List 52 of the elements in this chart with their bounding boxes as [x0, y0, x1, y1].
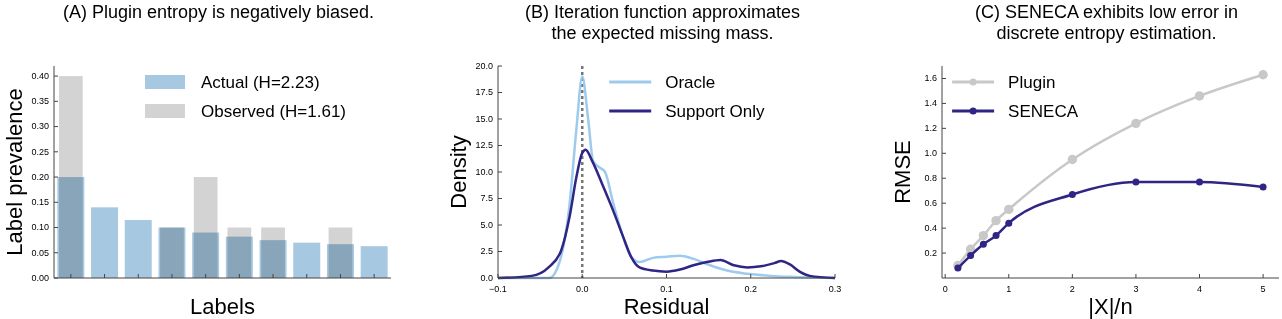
- x-tick-label: 0.2: [744, 284, 758, 294]
- x-tick-label: 1: [1006, 284, 1012, 294]
- y-tick-label: 0.4: [924, 223, 937, 233]
- y-tick-label: 2.5: [480, 246, 493, 257]
- y-tick-label: 0.20: [31, 171, 49, 182]
- y-tick-label: 0.35: [31, 96, 49, 107]
- y-tick-label: 0.00: [31, 272, 49, 283]
- y-tick-label: 1.2: [924, 123, 937, 134]
- y-axis-title: Density: [446, 135, 471, 209]
- y-tick-label: 5.0: [480, 219, 493, 230]
- x-tick-label: −0.1: [489, 284, 507, 294]
- y-tick-label: 20.0: [475, 60, 493, 71]
- x-tick-label: 5: [1260, 284, 1266, 294]
- y-tick-label: 0.15: [31, 197, 49, 208]
- chart-title: (A) Plugin entropy is negatively biased.: [62, 2, 375, 22]
- legend-label: Plugin: [1008, 73, 1056, 92]
- x-tick-label: 0.0: [575, 284, 589, 294]
- y-tick-label: 17.5: [475, 87, 493, 98]
- legend-label: Support Only: [665, 102, 765, 121]
- y-tick-label: 0.40: [31, 70, 49, 81]
- y-tick-label: 1.0: [924, 148, 937, 159]
- legend-label: Oracle: [665, 73, 716, 92]
- legend-label: SENECA: [1008, 102, 1079, 121]
- y-axis-title: RMSE: [890, 140, 915, 204]
- y-tick-label: 0.05: [31, 247, 49, 258]
- x-tick-label: 0.1: [660, 284, 673, 294]
- x-axis-title: |X|/n: [1088, 294, 1133, 319]
- y-tick-label: 0.10: [31, 222, 49, 233]
- x-tick-label: 0: [942, 284, 948, 294]
- x-tick-label: 2: [1069, 284, 1075, 294]
- y-tick-label: 12.5: [475, 140, 493, 151]
- y-tick-label: 0.0: [480, 272, 493, 283]
- x-tick-label: 3: [1133, 284, 1139, 294]
- x-tick-label: 4: [1197, 284, 1203, 294]
- y-tick-label: 0.25: [31, 146, 49, 157]
- y-tick-label: 10.0: [475, 166, 493, 177]
- y-axis-title: Label prevalence: [2, 88, 27, 256]
- x-axis-title: Residual: [623, 294, 710, 319]
- y-tick-label: 0.8: [924, 173, 937, 184]
- y-tick-label: 0.30: [31, 121, 49, 132]
- y-tick-label: 0.2: [924, 247, 937, 258]
- y-tick-label: 0.6: [924, 198, 937, 209]
- y-tick-label: 1.4: [924, 98, 937, 109]
- y-tick-label: 7.5: [480, 193, 493, 204]
- y-tick-label: 15.0: [475, 113, 493, 124]
- legend-label: Actual (H=2.23): [200, 73, 320, 92]
- chart-title: (B) Iteration function approximates the expected missing mass.: [524, 2, 801, 43]
- x-tick-label: 0.3: [828, 284, 842, 294]
- chart-title: (C) SENECA exhibits low error in discrete entropy estimation.: [974, 2, 1239, 43]
- x-axis-title: Labels: [190, 294, 255, 319]
- y-tick-label: 1.6: [924, 73, 937, 84]
- legend-label: Observed (H=1.61): [200, 102, 347, 121]
